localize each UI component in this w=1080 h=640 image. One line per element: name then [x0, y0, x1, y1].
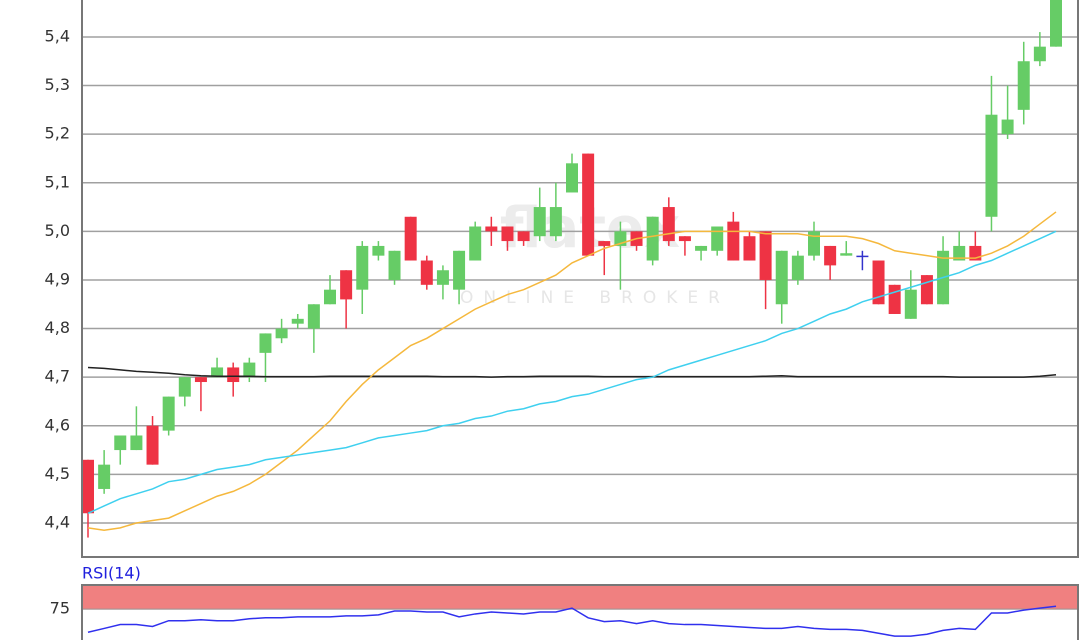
y-tick-label: 4,9	[45, 269, 70, 288]
candle-body	[872, 260, 885, 305]
moving-average	[87, 211, 1057, 532]
candle-body	[211, 367, 224, 378]
candle-body	[501, 226, 514, 242]
candle-body	[404, 216, 417, 261]
candle-body	[1033, 46, 1046, 62]
candle-body	[840, 253, 853, 256]
y-tick-label: 75	[50, 599, 70, 618]
candle-body	[743, 236, 756, 261]
candle-body	[904, 289, 917, 319]
candle-body	[420, 260, 433, 285]
candle-body	[227, 367, 240, 383]
candle-body	[307, 304, 320, 329]
candle-body	[695, 245, 708, 251]
overbought-band	[81, 584, 1079, 610]
candle-body	[727, 221, 740, 261]
candle-body	[436, 270, 449, 285]
candle-body	[194, 377, 207, 383]
rsi-line	[87, 605, 1057, 637]
candle-body	[372, 245, 385, 256]
candle-body	[662, 207, 675, 242]
candle-body	[356, 245, 369, 290]
y-tick-label: 4,7	[45, 367, 70, 386]
candle-body	[775, 250, 788, 305]
candle-body	[259, 333, 272, 353]
candle-body	[888, 284, 901, 314]
candle-body	[566, 163, 578, 193]
candle-body	[517, 231, 530, 242]
candle-body	[340, 270, 353, 300]
candle-body	[1017, 61, 1030, 110]
candle-body	[953, 245, 966, 261]
candle-body	[759, 231, 772, 280]
y-tick-label: 4,6	[45, 415, 70, 434]
plot-frame	[81, 0, 1079, 558]
candle-body	[162, 396, 175, 431]
candle-body	[453, 250, 466, 290]
candle-body	[711, 226, 724, 251]
candle-body	[1050, 0, 1062, 47]
candle-body	[985, 114, 998, 217]
y-tick-label: 4,8	[45, 318, 70, 337]
candle-body	[582, 153, 595, 256]
moving-average	[87, 230, 1057, 514]
moving-average	[87, 366, 1057, 378]
candle-body	[146, 425, 159, 465]
plot-frame	[81, 584, 1079, 640]
candle-body	[808, 231, 820, 256]
candle-body	[243, 362, 256, 378]
candle-body	[678, 236, 691, 242]
candle-body	[598, 241, 611, 246]
candle-body	[324, 289, 336, 305]
candle-body	[291, 318, 304, 324]
candle-body	[82, 459, 94, 514]
candle-body	[114, 435, 127, 451]
rsi-title: RSI(14)	[82, 564, 141, 583]
watermark-sub: ONLINE BROKER	[460, 288, 730, 308]
candle-body	[646, 216, 659, 261]
y-tick-label: 5,4	[45, 26, 70, 45]
candle-body	[533, 207, 546, 237]
candle-body	[130, 435, 143, 451]
y-tick-label: 5,2	[45, 124, 70, 143]
candle-body	[469, 226, 482, 261]
candle-body	[275, 328, 288, 339]
candle-body	[824, 245, 837, 266]
y-tick-label: 4,4	[45, 512, 70, 531]
candle-body	[178, 377, 191, 397]
y-tick-label: 5,3	[45, 75, 70, 94]
candle-body	[856, 255, 869, 258]
candle-body	[920, 275, 933, 305]
candle-body	[1001, 119, 1014, 135]
candle-body	[791, 255, 804, 280]
y-tick-label: 4,5	[45, 464, 70, 483]
candle-body	[388, 250, 401, 280]
candle-body	[98, 464, 111, 489]
y-tick-label: 5,0	[45, 221, 70, 240]
candle-body	[549, 207, 562, 237]
y-tick-label: 5,1	[45, 172, 70, 191]
candle-body	[485, 226, 498, 232]
